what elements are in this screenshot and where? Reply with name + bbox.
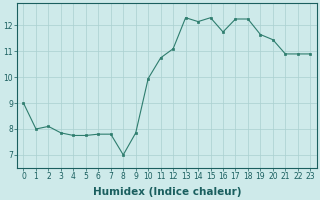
X-axis label: Humidex (Indice chaleur): Humidex (Indice chaleur) — [93, 187, 241, 197]
